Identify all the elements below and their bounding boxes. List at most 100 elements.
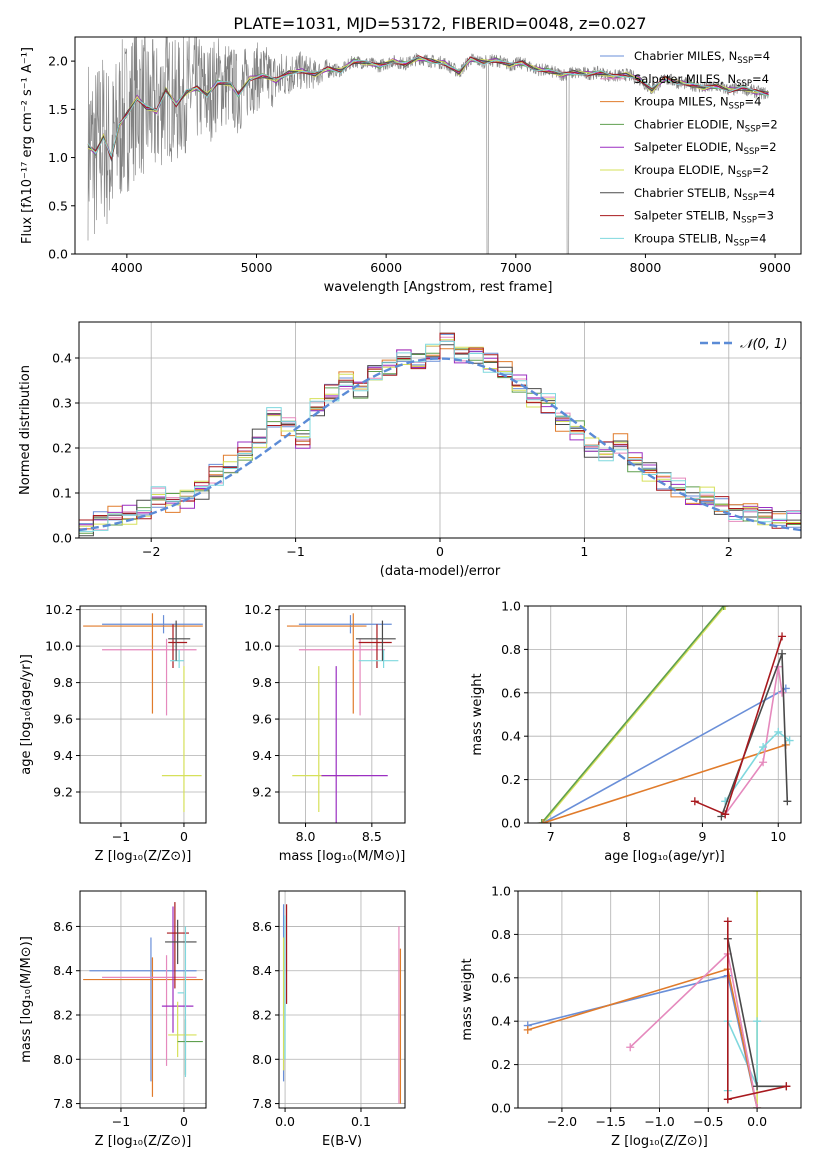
weight-marker xyxy=(782,1082,791,1091)
plot-area-mass_vs_ebv xyxy=(282,904,402,1104)
y-axis-label: age [log₁₀(age/yr)] xyxy=(19,654,34,775)
legend-label-main: Kroupa ELODIE, N xyxy=(634,163,736,177)
y-tick-label: 9.4 xyxy=(53,748,73,763)
weight-marker xyxy=(719,606,728,610)
x-tick-label: 8000 xyxy=(630,260,662,275)
error-bar-point xyxy=(177,926,187,1077)
plot-area-spectrum xyxy=(87,37,769,254)
error-bar-point xyxy=(102,638,197,716)
y-tick-label: 0.0 xyxy=(48,247,68,262)
y-tick-label: 1.0 xyxy=(501,599,521,614)
y-tick-label: 0.3 xyxy=(52,396,72,411)
x-tick-label: 0.0 xyxy=(275,1114,295,1129)
y-tick-label: 0.6 xyxy=(491,970,511,985)
x-axis-label: E(B-V) xyxy=(322,1134,362,1149)
chart-mass_vs_ebv: 0.0 0.1 7.8 8.0 8.2 8.4 8.6 E(B-V) xyxy=(252,890,406,1149)
x-tick-label: 7 xyxy=(547,829,555,844)
weight-marker xyxy=(537,819,546,823)
legend-label-sub: SSP xyxy=(737,56,753,66)
error-bar-point xyxy=(355,620,396,661)
y-tick-label: 8.4 xyxy=(53,963,73,978)
x-axis-label: age [log₁₀(age/yr)] xyxy=(604,849,725,864)
x-tick-label: 6000 xyxy=(370,260,402,275)
gaussian-curve xyxy=(79,357,801,532)
legend-label: Chabrier STELIB, NSSP=4 xyxy=(634,186,775,203)
y-tick-label: 0.0 xyxy=(501,816,521,831)
legend-label-main: Chabrier MILES, N xyxy=(634,49,737,63)
weight-marker xyxy=(774,727,783,736)
y-tick-label: 10.2 xyxy=(45,602,73,617)
error-bar-point xyxy=(170,649,184,668)
weight-marker xyxy=(753,1017,762,1026)
y-tick-label: 7.8 xyxy=(53,1096,73,1111)
y-tick-label: 1.0 xyxy=(48,150,68,165)
axes-frame xyxy=(79,605,207,824)
axes-frame xyxy=(527,605,802,824)
legend-label-tail: =2 xyxy=(761,117,778,131)
axes-frame xyxy=(74,36,802,255)
weight-marker xyxy=(785,736,794,745)
plot-area-weight_vs_age xyxy=(537,606,794,823)
legend-label-sub: SSP xyxy=(734,238,750,248)
y-tick-label: 9.2 xyxy=(53,785,73,800)
legend-label-sub: SSP xyxy=(741,216,757,226)
x-tick-label: −0.5 xyxy=(693,1114,723,1129)
legend-label: Kroupa MILES, NSSP=4 xyxy=(634,95,761,112)
x-tick-label: 8.0 xyxy=(296,829,316,844)
legend-label-tail: =4 xyxy=(749,231,766,245)
y-tick-label: 8.6 xyxy=(252,919,272,934)
x-tick-label: −1 xyxy=(112,1114,130,1129)
weight-marker xyxy=(783,797,792,806)
legend-label-tail: =4 xyxy=(758,186,775,200)
weight-marker xyxy=(626,1043,635,1052)
y-axis-label: mass weight xyxy=(460,958,475,1040)
legend-label: 𝒩(0, 1) xyxy=(740,337,787,352)
error-bar-point xyxy=(165,919,197,965)
x-tick-label: 7000 xyxy=(500,260,532,275)
legend-label-main: Salpeter STELIB, N xyxy=(634,209,741,223)
weight-marker xyxy=(778,649,787,658)
x-tick-label: −2.0 xyxy=(547,1114,577,1129)
x-tick-label: 8.5 xyxy=(362,829,382,844)
x-tick-label: −1.0 xyxy=(644,1114,674,1129)
y-tick-label: 0.8 xyxy=(501,642,521,657)
weight-marker xyxy=(721,810,730,819)
y-tick-label: 0.2 xyxy=(501,772,521,787)
y-tick-label: 8.6 xyxy=(53,919,73,934)
x-axis-label: Z [log₁₀(Z/Z⊙)] xyxy=(95,849,192,864)
x-tick-label: 0 xyxy=(180,829,188,844)
error-bar-point xyxy=(83,957,203,1097)
x-tick-label: 8 xyxy=(623,829,631,844)
y-axis-label: mass weight xyxy=(470,673,485,755)
model-spectrum-8 xyxy=(87,56,769,158)
x-tick-label: −1.5 xyxy=(596,1114,626,1129)
weight-marker xyxy=(778,688,787,697)
legend-label-tail: =2 xyxy=(752,163,769,177)
weight-marker xyxy=(753,1082,762,1091)
x-axis-label: Z [log₁₀(Z/Z⊙)] xyxy=(95,1134,192,1149)
weight-line xyxy=(540,606,725,823)
y-tick-label: 0.0 xyxy=(491,1101,511,1116)
y-axis-label: Flux [fλ10⁻¹⁷ erg cm⁻² s⁻¹ A⁻¹] xyxy=(20,47,35,244)
y-tick-label: 10.0 xyxy=(45,639,73,654)
legend-label: Salpeter STELIB, NSSP=3 xyxy=(634,209,774,226)
x-tick-label: 2 xyxy=(725,544,733,559)
weight-marker xyxy=(778,632,787,641)
plot-area-mass_vs_Z xyxy=(83,902,203,1097)
legend-label: Chabrier MILES, NSSP=4 xyxy=(634,49,770,66)
x-tick-label: −1 xyxy=(286,544,304,559)
observed-spectrum xyxy=(87,37,769,254)
error-bar-point xyxy=(102,955,197,1066)
weight-line xyxy=(724,666,783,815)
x-tick-label: −1 xyxy=(112,829,130,844)
y-tick-label: 8.2 xyxy=(53,1008,73,1023)
error-bar-point xyxy=(83,613,203,714)
chart-age_vs_Z: −1 0 9.2 9.4 9.6 9.8 10.0 10.2 Z [log₁₀(Z/Z⊙)] ag… xyxy=(19,602,207,864)
weight-marker xyxy=(723,1095,732,1104)
legend-label-tail: =2 xyxy=(760,140,777,154)
chart-mass_vs_Z: −1 0 7.8 8.0 8.2 8.4 8.6 Z [log₁₀(Z/Z⊙)] mass [l… xyxy=(19,890,207,1149)
plot-area-residuals xyxy=(79,332,801,537)
legend-label-tail: =4 xyxy=(753,49,770,63)
